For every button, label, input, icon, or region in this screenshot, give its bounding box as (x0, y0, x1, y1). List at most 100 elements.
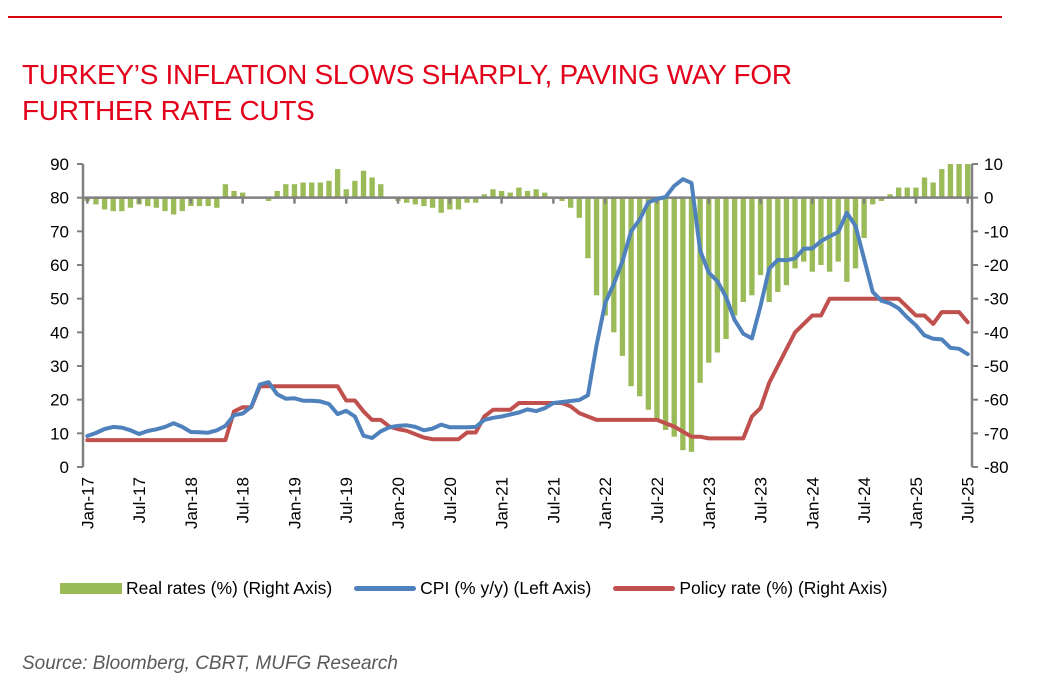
left-tick-label: 20 (50, 391, 69, 410)
real-rate-bar (878, 197, 885, 202)
real-rate-bar (412, 197, 418, 205)
legend-swatch-cpi (354, 586, 417, 591)
x-tick-label: Jul-23 (752, 477, 771, 523)
real-rate-bar (947, 164, 954, 198)
real-rate-bar (119, 197, 125, 212)
x-tick-label: Jul-21 (544, 477, 563, 523)
real-rate-bar (559, 197, 565, 202)
real-rate-bar (300, 182, 306, 198)
real-rate-bar (611, 197, 617, 333)
real-rate-bar (127, 197, 134, 208)
real-rate-bar (481, 194, 488, 198)
x-tick-label: Jul-25 (959, 477, 978, 523)
left-tick-label: 0 (60, 458, 69, 477)
real-rate-bar (334, 169, 341, 198)
real-rate-bar (455, 197, 462, 210)
real-rate-bar (369, 177, 375, 198)
real-rate-bar (645, 197, 652, 410)
legend-item-policy-rate: Policy rate (%) (Right Axis) (613, 578, 887, 599)
left-tick-label: 50 (50, 290, 69, 309)
legend-item-real-rates: Real rates (%) (Right Axis) (60, 578, 332, 599)
x-tick-label: Jan-23 (700, 477, 719, 529)
x-tick-label: Jan-18 (182, 477, 201, 529)
real-rate-bar (524, 190, 531, 198)
real-rate-bar (965, 164, 971, 198)
real-rate-bar (766, 197, 772, 303)
real-rate-bar (309, 182, 315, 198)
real-rate-bar (801, 197, 807, 262)
source-note: Source: Bloomberg, CBRT, MUFG Research (22, 653, 398, 674)
real-rate-bar (870, 197, 876, 205)
real-rate-bar (930, 182, 936, 198)
real-rate-bar (809, 197, 816, 272)
real-rates-bars (84, 164, 971, 452)
real-rate-bar (783, 197, 790, 286)
real-rate-bar (291, 184, 298, 198)
left-tick-label: 30 (50, 357, 69, 376)
real-rate-bar (697, 197, 703, 383)
real-rate-bar (671, 197, 677, 437)
real-rate-bar (619, 197, 626, 356)
real-rate-bar (170, 197, 177, 215)
real-rate-bar (939, 169, 945, 198)
real-rate-bar (602, 197, 608, 316)
real-rate-bar (196, 197, 203, 207)
x-tick-label: Jul-20 (441, 477, 460, 523)
real-rate-bar (516, 187, 522, 198)
real-rate-bar (283, 184, 289, 198)
real-rate-bar (274, 190, 280, 198)
legend-label-policy-rate: Policy rate (%) (Right Axis) (679, 578, 888, 598)
legend-label-cpi: CPI (% y/y) (Left Axis) (420, 578, 592, 598)
x-tick-label: Jan-22 (596, 477, 615, 529)
real-rate-bar (222, 184, 229, 198)
real-rate-bar (895, 187, 902, 198)
real-rate-bar (887, 194, 893, 198)
axes (77, 163, 978, 468)
real-rate-bar (438, 197, 444, 213)
real-rate-bar (542, 192, 548, 198)
real-rate-bar (214, 197, 220, 208)
x-tick-label: Jul-17 (130, 477, 149, 523)
real-rate-bar (956, 164, 962, 198)
real-rate-bar (153, 197, 160, 208)
real-rate-bar (533, 189, 539, 198)
real-rate-bar (775, 197, 781, 292)
real-rate-bar (507, 192, 513, 198)
real-rate-bar (429, 197, 436, 208)
cpi-line (85, 177, 970, 440)
real-rate-bar (688, 197, 695, 452)
tick-labels: 0 10 20 30 40 50 60 70 80 90 -80 -70 -60 -50 -40 -30 -20… (50, 155, 1009, 529)
real-rate-bar (464, 197, 470, 203)
real-rate-bar (757, 197, 764, 276)
real-rate-bar (637, 197, 643, 397)
legend: Real rates (%) (Right Axis) CPI (% y/y) … (60, 578, 909, 599)
right-tick-label: -30 (984, 290, 1009, 309)
real-rate-bar (360, 170, 367, 198)
x-tick-label: Jul-22 (648, 477, 667, 523)
real-rate-bar (662, 197, 669, 430)
series-lines (85, 177, 970, 443)
left-tick-label: 10 (50, 424, 69, 443)
right-tick-label: -80 (984, 458, 1009, 477)
real-rate-bar (585, 197, 591, 259)
real-rate-bar (593, 197, 600, 296)
real-rate-bar (378, 184, 384, 198)
policy-rate-line (85, 296, 970, 443)
real-rate-bar (740, 197, 746, 303)
right-tick-label: -50 (984, 357, 1009, 376)
left-tick-label: 90 (50, 155, 69, 174)
real-rate-bar (706, 197, 712, 363)
x-tick-label: Jul-24 (855, 477, 874, 523)
chart-plot: 0 10 20 30 40 50 60 70 80 90 -80 -70 -60 -50 -40 -30 -20… (50, 155, 1009, 529)
real-rate-bar (904, 187, 910, 198)
right-tick-label: -60 (984, 391, 1009, 410)
real-rate-bar (421, 197, 427, 207)
header-rule (8, 16, 1002, 18)
right-tick-label: -10 (984, 222, 1009, 241)
chart-title: TURKEY’S INFLATION SLOWS SHARPLY, PAVING… (22, 59, 792, 126)
real-rate-bar (179, 197, 185, 212)
real-rate-bar (818, 197, 824, 265)
left-tick-label: 40 (50, 323, 69, 342)
real-rate-bar (231, 190, 237, 198)
left-tick-label: 80 (50, 189, 69, 208)
